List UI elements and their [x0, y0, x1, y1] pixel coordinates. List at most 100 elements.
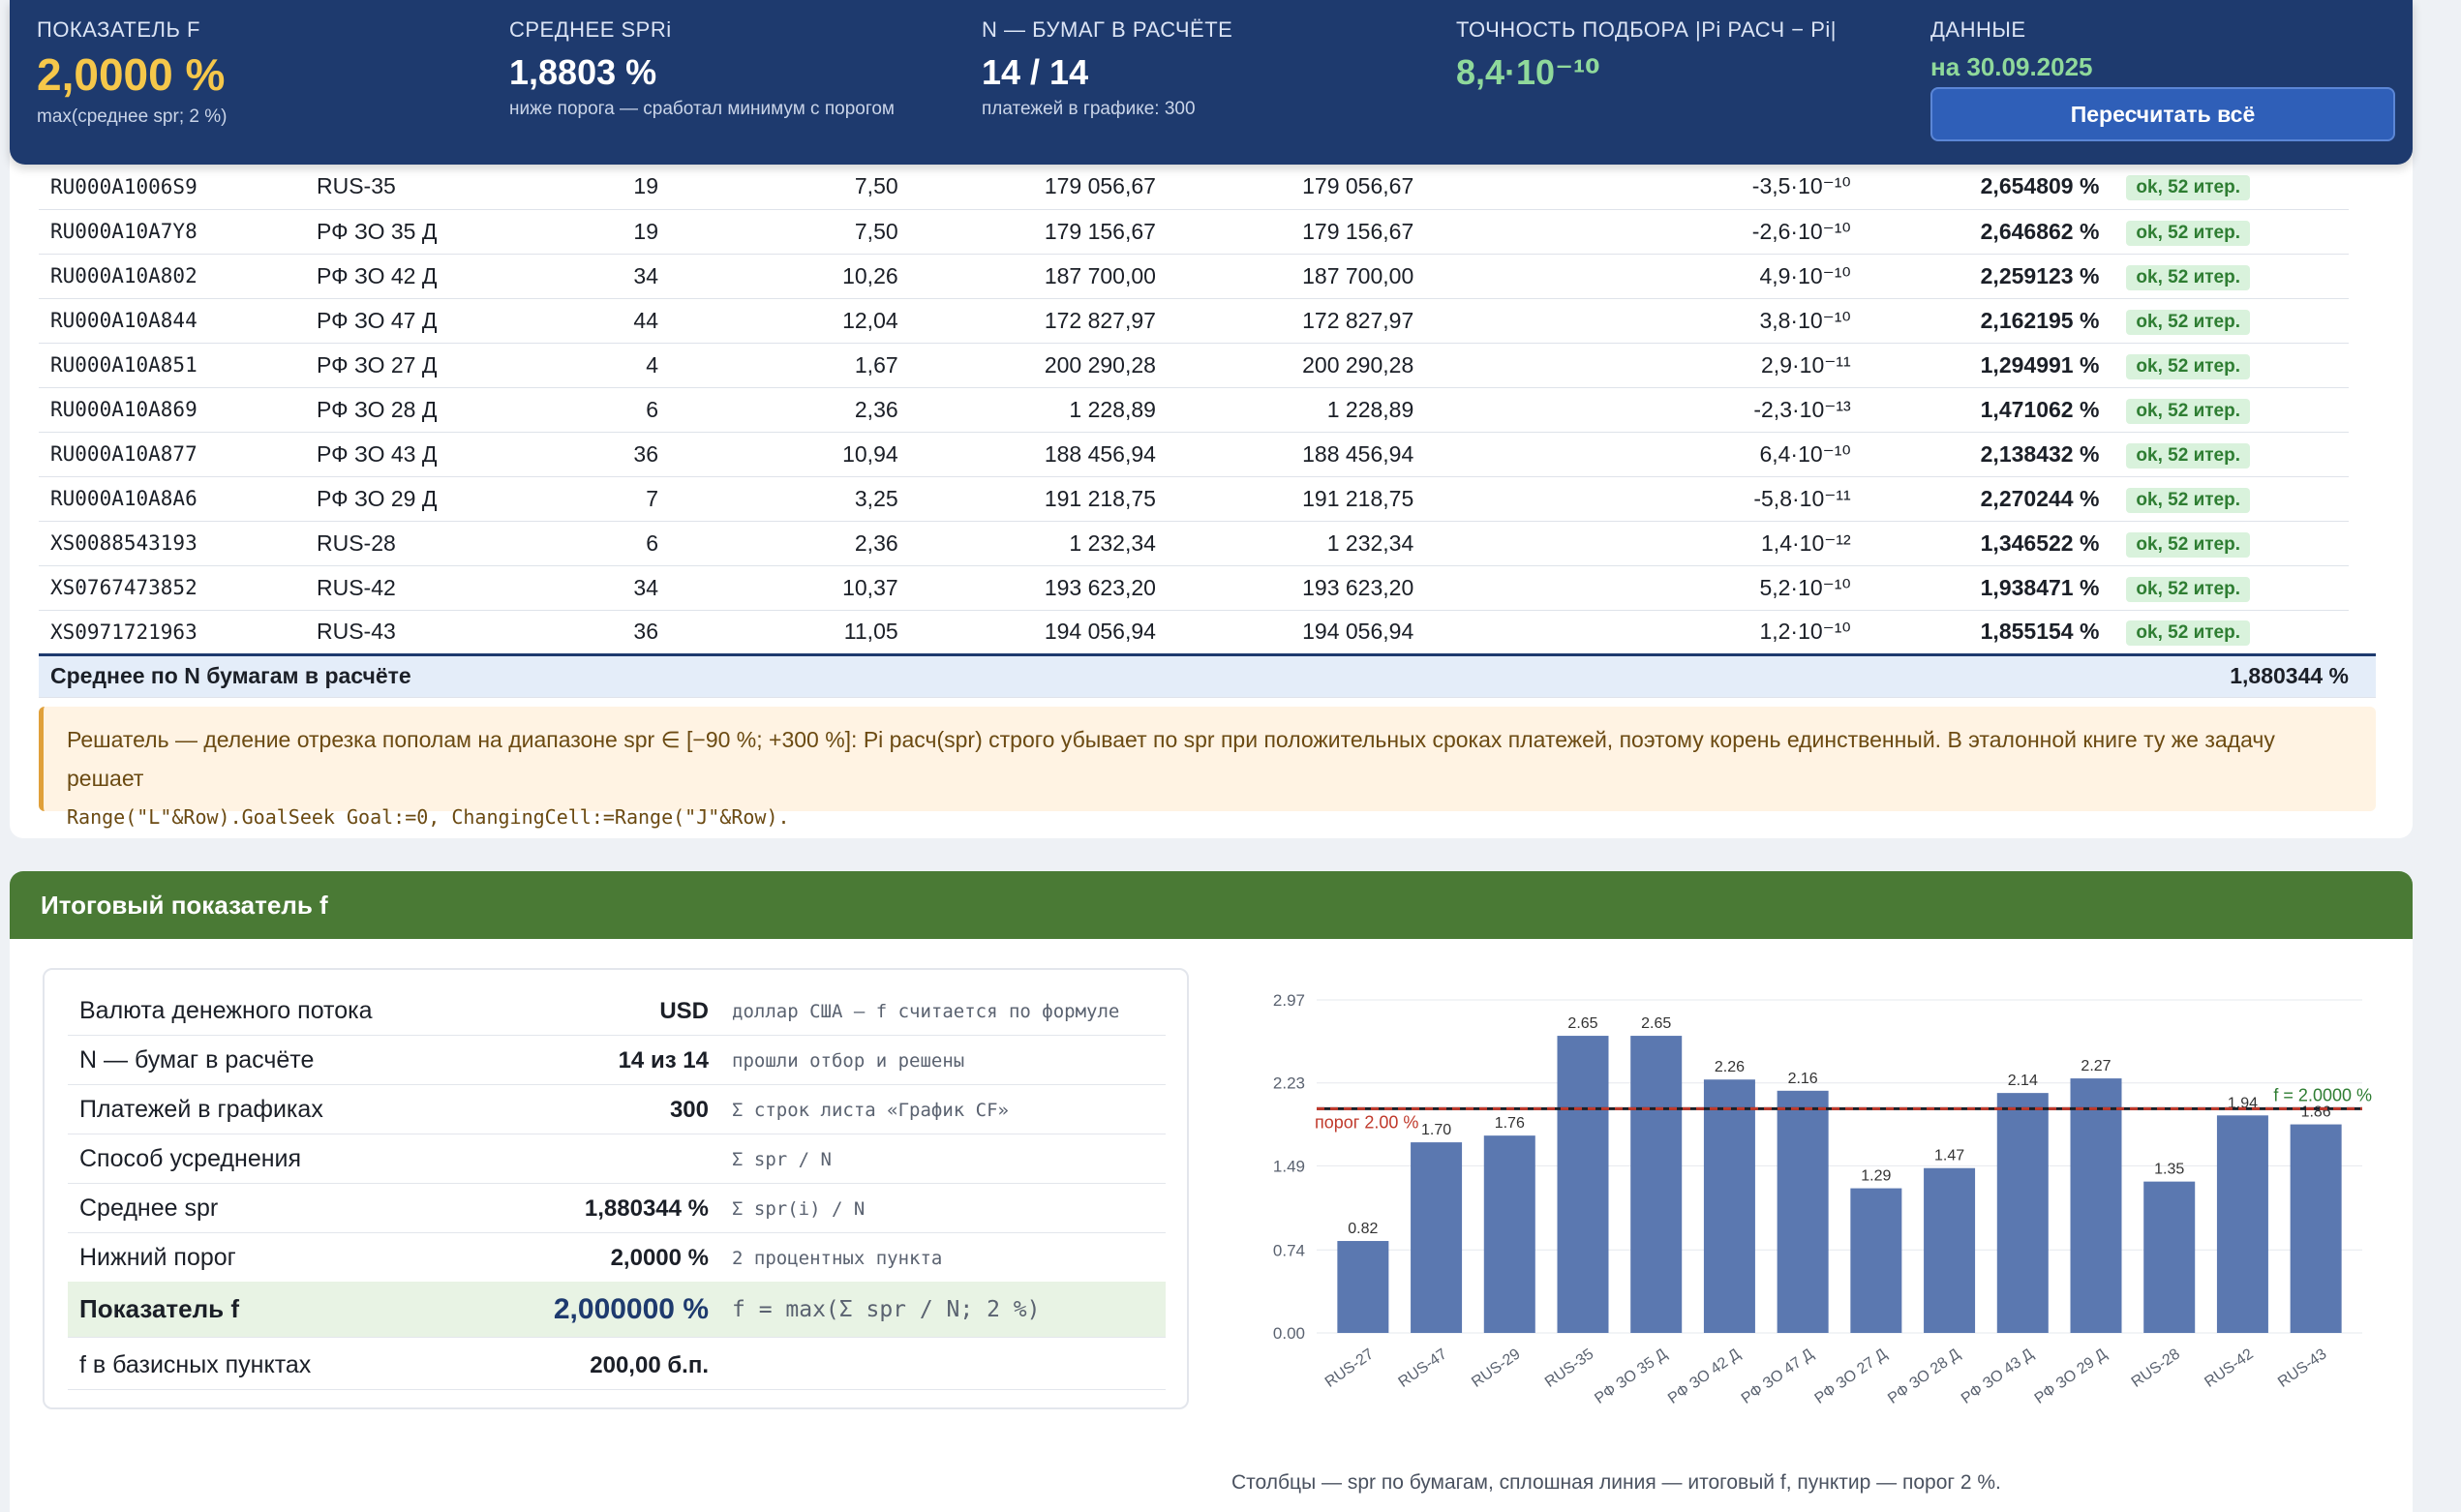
table-cell-duration: 12,04: [670, 298, 898, 344]
bar: [1337, 1241, 1389, 1333]
table-cell-error: 1,4·10⁻¹²: [1413, 521, 1851, 566]
y-tick-label: 2.23: [1273, 1074, 1305, 1093]
kpi-n: N — БУМАГ В РАСЧЁТЕ 14 / 14 платежей в г…: [982, 17, 1232, 120]
bar-value-label: 2.16: [1788, 1071, 1818, 1087]
bar: [1557, 1036, 1609, 1333]
summary-key: Валюта денежного потока: [79, 997, 373, 1024]
status-badge: ok, 52 итер.: [2126, 309, 2251, 335]
table-cell-error: 4,9·10⁻¹⁰: [1413, 254, 1851, 299]
bar: [1777, 1090, 1829, 1333]
y-tick-label: 0.74: [1273, 1241, 1305, 1259]
x-tick-label: RUS-35: [1542, 1346, 1596, 1391]
summary-row: f в базисных пунктах 200,00 б.п.: [68, 1342, 1166, 1390]
table-cell-duration: 7,50: [670, 165, 898, 210]
table-cell-isin: RU000A10A7Y8: [39, 209, 317, 255]
results-section-title: Итоговый показатель f: [10, 871, 2413, 939]
summary-value: 2,000000 %: [553, 1292, 709, 1325]
summary-formula: Σ spr / N: [732, 1148, 832, 1170]
kpi-f: ПОКАЗАТЕЛЬ F 2,0000 % max(среднее spr; 2…: [37, 17, 227, 128]
kpi-data: ДАННЫЕ на 30.09.2025: [1930, 17, 2093, 82]
summary-row: Среднее spr 1,880344 % Σ spr(i) / N: [68, 1185, 1166, 1233]
summary-row: Показатель f 2,000000 % f = max(Σ spr / N;…: [68, 1282, 1166, 1338]
spread-bar-chart: 0.00 0.74 1.49 2.23 2.97 0.82 RUS-27 1.70 RUS-47…: [1230, 973, 2391, 1457]
table-cell-payments: 36: [564, 610, 671, 655]
table-row: RU000A10A7Y8 РФ ЗО 35 Д 19 7,50 179 156,67 17…: [39, 209, 2376, 255]
bar-value-label: 2.14: [2008, 1073, 2038, 1089]
table-cell-duration: 7,50: [670, 209, 898, 255]
table-cell-spr: 1,294991 %: [1850, 343, 2100, 388]
x-tick-label: РФ ЗО 43 Д: [1959, 1346, 2037, 1407]
summary-key: Способ усреднения: [79, 1145, 302, 1172]
table-cell-price-market: 187 700,00: [897, 254, 1156, 299]
table-cell-price-market: 179 156,67: [897, 209, 1156, 255]
status-badge: ok, 52 итер.: [2126, 264, 2251, 290]
table-cell-name: РФ ЗО 28 Д: [316, 387, 565, 433]
summary-value: 2,0000 %: [610, 1244, 709, 1271]
table-cell-price-calc: 179 056,67: [1155, 165, 1414, 210]
table-cell-price-calc: 179 156,67: [1155, 209, 1414, 255]
kpi-f-label: ПОКАЗАТЕЛЬ F: [37, 17, 200, 42]
table-cell-name: РФ ЗО 27 Д: [316, 343, 565, 388]
table-row: RU000A10A877 РФ ЗО 43 Д 36 10,94 188 456,94 1…: [39, 432, 2376, 477]
table-cell-price-market: 193 623,20: [897, 565, 1156, 611]
table-row: RU000A10A8A6 РФ ЗО 29 Д 7 3,25 191 218,75 191…: [39, 476, 2376, 522]
summary-value: 200,00 б.п.: [590, 1351, 709, 1378]
table-cell-payments: 36: [564, 432, 671, 477]
table-cell-payments: 34: [564, 565, 671, 611]
table-row: RU000A10A869 РФ ЗО 28 Д 6 2,36 1 228,89 1 228…: [39, 387, 2376, 433]
summary-value: 1,880344 %: [584, 1194, 709, 1222]
table-cell-isin: RU000A10A877: [39, 432, 317, 477]
table-cell-spr: 2,654809 %: [1850, 165, 2100, 210]
x-tick-label: RUS-29: [1469, 1346, 1523, 1391]
x-tick-label: РФ ЗО 29 Д: [2032, 1346, 2111, 1407]
table-cell-error: 5,2·10⁻¹⁰: [1413, 565, 1851, 611]
y-tick-label: 1.49: [1273, 1157, 1305, 1175]
table-cell-payments: 44: [564, 298, 671, 344]
bar-value-label: 2.65: [1567, 1015, 1597, 1032]
table-cell-name: РФ ЗО 43 Д: [316, 432, 565, 477]
spread-table-card: RU000A1006S9 RUS-35 19 7,50 179 056,67 179 05…: [10, 145, 2413, 838]
table-cell-duration: 10,37: [670, 565, 898, 611]
spread-table: RU000A1006S9 RUS-35 19 7,50 179 056,67 179 05…: [39, 165, 2376, 698]
table-cell-isin: RU000A10A802: [39, 254, 317, 299]
status-badge: ok, 52 итер.: [2126, 620, 2251, 646]
table-cell-price-calc: 200 290,28: [1155, 343, 1414, 388]
table-cell-isin: RU000A10A851: [39, 343, 317, 388]
bar-value-label: 2.65: [1641, 1015, 1671, 1032]
recalculate-all-button[interactable]: Пересчитать всё: [1930, 87, 2395, 141]
bar-value-label: 1.86: [2301, 1104, 2331, 1121]
y-tick-label: 2.97: [1273, 991, 1305, 1010]
table-cell-error: -3,5·10⁻¹⁰: [1413, 165, 1851, 210]
table-cell-spr: 2,646862 %: [1850, 209, 2100, 255]
summary-row: N — бумаг в расчёте 14 из 14 прошли отбор …: [68, 1037, 1166, 1085]
status-badge: ok, 52 итер.: [2126, 442, 2251, 469]
table-cell-isin: XS0971721963: [39, 610, 317, 655]
status-badge: ok, 52 итер.: [2126, 576, 2251, 602]
table-cell-name: RUS-42: [316, 565, 565, 611]
status-badge: ok, 52 итер.: [2126, 531, 2251, 558]
table-row: XS0971721963 RUS-43 36 11,05 194 056,94 194 0…: [39, 610, 2376, 655]
kpi-n-value: 14 / 14: [982, 52, 1089, 92]
bar-value-label: 0.82: [1348, 1221, 1378, 1237]
x-tick-label: RUS-27: [1322, 1346, 1377, 1391]
status-badge: ok, 52 итер.: [2126, 487, 2251, 513]
bar: [1483, 1135, 1535, 1333]
x-tick-label: РФ ЗО 35 Д: [1592, 1346, 1670, 1407]
x-tick-label: RUS-43: [2275, 1346, 2329, 1391]
bar: [2070, 1078, 2122, 1333]
table-cell-spr: 2,138432 %: [1850, 432, 2100, 477]
kpi-avg-spr-value: 1,8803 %: [509, 52, 657, 92]
table-cell-name: RUS-43: [316, 610, 565, 655]
summary-row: Нижний порог 2,0000 % 2 процентных пункта: [68, 1234, 1166, 1283]
bar-value-label: 1.70: [1421, 1122, 1451, 1138]
kpi-data-date: на 30.09.2025: [1930, 52, 2093, 81]
table-cell-isin: XS0767473852: [39, 565, 317, 611]
summary-key: N — бумаг в расчёте: [79, 1046, 315, 1074]
table-row: RU000A1006S9 RUS-35 19 7,50 179 056,67 179 05…: [39, 165, 2376, 210]
bar: [1924, 1167, 1976, 1333]
table-cell-duration: 1,67: [670, 343, 898, 388]
status-badge: ok, 52 итер.: [2126, 353, 2251, 379]
table-cell-name: РФ ЗО 42 Д: [316, 254, 565, 299]
table-cell-payments: 34: [564, 254, 671, 299]
summary-row: Валюта денежного потока USD доллар США — f…: [68, 987, 1166, 1036]
